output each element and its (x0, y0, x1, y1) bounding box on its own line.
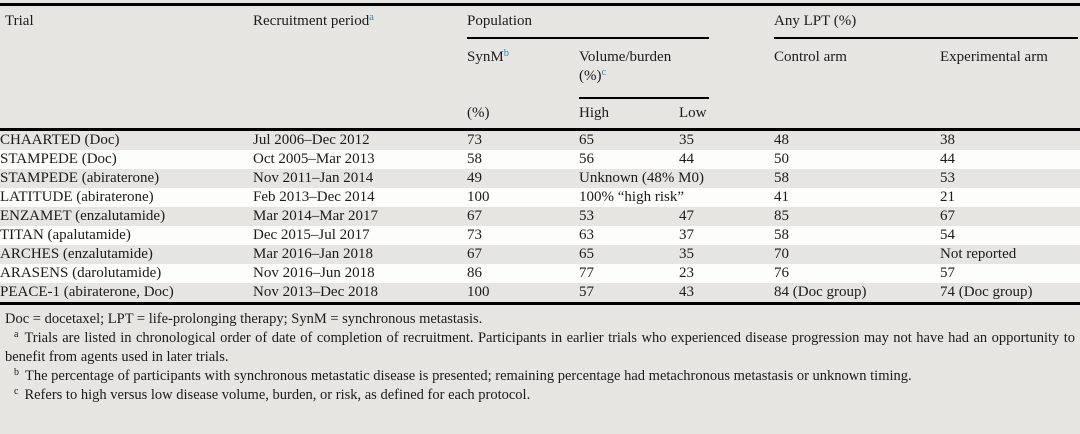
cell-synm: 100 (467, 284, 490, 300)
cell-trial: STAMPEDE (Doc) (0, 151, 117, 167)
cell-synm: 86 (467, 265, 482, 281)
cell-synm: 58 (467, 151, 482, 167)
table-row: ARASENS (darolutamide) Nov 2016–Jun 2018 8… (0, 264, 1080, 283)
cell-control-arm: 76 (774, 265, 789, 281)
table-header: Trial Recruitment perioda Population Any… (0, 5, 1080, 130)
cell-recruitment-period: Dec 2015–Jul 2017 (253, 227, 370, 243)
cell-low: 43 (679, 284, 694, 300)
table-row: STAMPEDE (abiraterone) Nov 2011–Jan 2014 4… (0, 169, 1080, 188)
cell-experimental-arm: 21 (940, 189, 955, 205)
table-row: PEACE-1 (abiraterone, Doc) Nov 2013–Dec 2… (0, 283, 1080, 304)
cell-trial: TITAN (apalutamide) (0, 227, 131, 243)
cell-recruitment-period: Nov 2011–Jan 2014 (253, 170, 374, 186)
table-body: CHAARTED (Doc) Jul 2006–Dec 2012 73 65 35 48 3… (0, 129, 1080, 304)
table-row: STAMPEDE (Doc) Oct 2005–Mar 2013 58 56 44 50 4… (0, 150, 1080, 169)
column-header-recruitment-period: Recruitment perioda (253, 12, 374, 29)
cell-high: 57 (579, 284, 594, 300)
cell-low: 35 (679, 132, 694, 148)
cell-control-arm: 48 (774, 132, 789, 148)
table-row: LATITUDE (abiraterone) Feb 2013–Dec 2014 1… (0, 188, 1080, 207)
trials-table: Trial Recruitment perioda Population Any… (0, 3, 1080, 305)
cell-experimental-arm: 54 (940, 227, 955, 243)
cell-high: 65 (579, 246, 594, 262)
cell-control-arm: 50 (774, 151, 789, 167)
cell-synm: 67 (467, 246, 482, 262)
cell-experimental-arm: 44 (940, 151, 955, 167)
column-header-low: Low (679, 105, 707, 121)
footnote-marker-b: b (503, 48, 509, 59)
cell-control-arm: 58 (774, 227, 789, 243)
cell-recruitment-period: Feb 2013–Dec 2014 (253, 189, 375, 205)
cell-experimental-arm: 57 (940, 265, 955, 281)
cell-volume-burden: Unknown (48% M0) (579, 170, 704, 186)
column-header-experimental-arm: Experimental arm (940, 49, 1048, 65)
cell-synm: 100 (467, 189, 490, 205)
cell-recruitment-period: Oct 2005–Mar 2013 (253, 151, 375, 167)
column-header-volume-burden: Volume/burden (%)c (579, 39, 774, 99)
cell-low: 23 (679, 265, 694, 281)
footnote-marker-c: c (601, 67, 607, 78)
cell-experimental-arm: 53 (940, 170, 955, 186)
cell-synm: 73 (467, 132, 482, 148)
cell-trial: CHAARTED (Doc) (0, 132, 120, 148)
footnote-marker-a: a (369, 12, 374, 23)
cell-recruitment-period: Mar 2014–Mar 2017 (253, 208, 378, 224)
cell-high: 65 (579, 132, 594, 148)
footnote-c: c Refers to high versus low disease volum… (14, 386, 531, 404)
cell-control-arm: 70 (774, 246, 789, 262)
column-group-any-lpt: Any LPT (%) (774, 5, 1080, 40)
cell-control-arm: 85 (774, 208, 789, 224)
cell-volume-burden: 100% “high risk” (579, 189, 684, 205)
cell-low: 44 (679, 151, 694, 167)
table-row: CHAARTED (Doc) Jul 2006–Dec 2012 73 65 35 48 3… (0, 129, 1080, 150)
cell-experimental-arm: 38 (940, 132, 955, 148)
cell-synm: 73 (467, 227, 482, 243)
cell-trial: PEACE-1 (abiraterone, Doc) (0, 284, 174, 300)
table-row: ARCHES (enzalutamide) Mar 2016–Jan 2018 67… (0, 245, 1080, 264)
footnote-abbreviations: Doc = docetaxel; LPT = life-prolonging t… (5, 311, 483, 327)
footnote-a: a Trials are listed in chronological orde… (5, 329, 1075, 366)
table-row: TITAN (apalutamide) Dec 2015–Jul 2017 73 63… (0, 226, 1080, 245)
cell-high: 56 (579, 151, 594, 167)
cell-recruitment-period: Mar 2016–Jan 2018 (253, 246, 373, 262)
cell-low: 35 (679, 246, 694, 262)
cell-high: 63 (579, 227, 594, 243)
footnote-b: b The percentage of participants with syn… (14, 367, 912, 385)
cell-experimental-arm: 67 (940, 208, 955, 224)
cell-recruitment-period: Nov 2013–Dec 2018 (253, 284, 378, 300)
table-row: ENZAMET (enzalutamide) Mar 2014–Mar 2017 6… (0, 207, 1080, 226)
cell-high: 77 (579, 265, 594, 281)
cell-trial: ENZAMET (enzalutamide) (0, 208, 166, 224)
cell-control-arm: 84 (Doc group) (774, 284, 867, 300)
cell-experimental-arm: 74 (Doc group) (940, 284, 1033, 300)
cell-recruitment-period: Nov 2016–Jun 2018 (253, 265, 375, 281)
column-header-synm: SynMb (467, 48, 509, 65)
cell-control-arm: 41 (774, 189, 789, 205)
cell-low: 47 (679, 208, 694, 224)
cell-trial: STAMPEDE (abiraterone) (0, 170, 160, 186)
cell-experimental-arm: Not reported (940, 246, 1017, 262)
cell-synm: 67 (467, 208, 482, 224)
column-header-trial: Trial (5, 13, 34, 29)
column-header-synm-unit: (%) (467, 105, 490, 121)
cell-trial: ARASENS (darolutamide) (0, 265, 162, 281)
cell-trial: LATITUDE (abiraterone) (0, 189, 154, 205)
column-header-high: High (579, 105, 609, 121)
cell-high: 53 (579, 208, 594, 224)
column-group-population: Population (467, 5, 774, 40)
cell-synm: 49 (467, 170, 482, 186)
footnotes: Doc = docetaxel; LPT = life-prolonging t… (0, 305, 1080, 405)
cell-low: 37 (679, 227, 694, 243)
cell-trial: ARCHES (enzalutamide) (0, 246, 153, 262)
cell-control-arm: 58 (774, 170, 789, 186)
paper-table-region: Trial Recruitment perioda Population Any… (0, 3, 1080, 405)
cell-recruitment-period: Jul 2006–Dec 2012 (253, 132, 370, 148)
column-header-control-arm: Control arm (774, 49, 847, 65)
